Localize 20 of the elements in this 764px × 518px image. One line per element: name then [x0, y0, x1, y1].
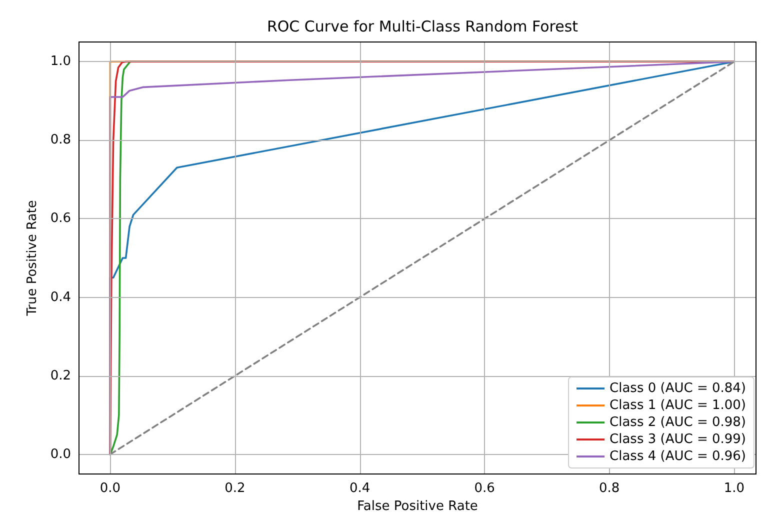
x-tick-label: 0.0 [100, 481, 121, 496]
y-tick-label: 0.4 [50, 290, 71, 305]
legend-label: Class 3 (AUC = 0.99) [610, 432, 746, 447]
y-tick-label: 0.8 [50, 132, 71, 148]
y-tick-label: 0.0 [50, 446, 71, 462]
x-axis-title: False Positive Rate [357, 498, 478, 514]
x-tick-label: 0.8 [599, 481, 620, 496]
y-tick-label: 0.2 [50, 368, 71, 384]
legend-label: Class 4 (AUC = 0.96) [610, 449, 746, 464]
x-tick-label: 0.4 [349, 481, 370, 496]
y-tick-label: 1.0 [50, 54, 71, 70]
x-tick-label: 1.0 [724, 481, 745, 496]
y-axis-title: True Positive Rate [25, 200, 40, 317]
chart-title: ROC Curve for Multi-Class Random Forest [266, 18, 578, 36]
x-tick-label: 0.6 [474, 481, 495, 496]
legend-label: Class 0 (AUC = 0.84) [610, 381, 746, 396]
legend-label: Class 1 (AUC = 1.00) [610, 398, 746, 413]
y-tick-label: 0.6 [50, 211, 71, 226]
x-tick-label: 0.2 [224, 481, 246, 496]
legend-label: Class 2 (AUC = 0.98) [610, 415, 746, 430]
